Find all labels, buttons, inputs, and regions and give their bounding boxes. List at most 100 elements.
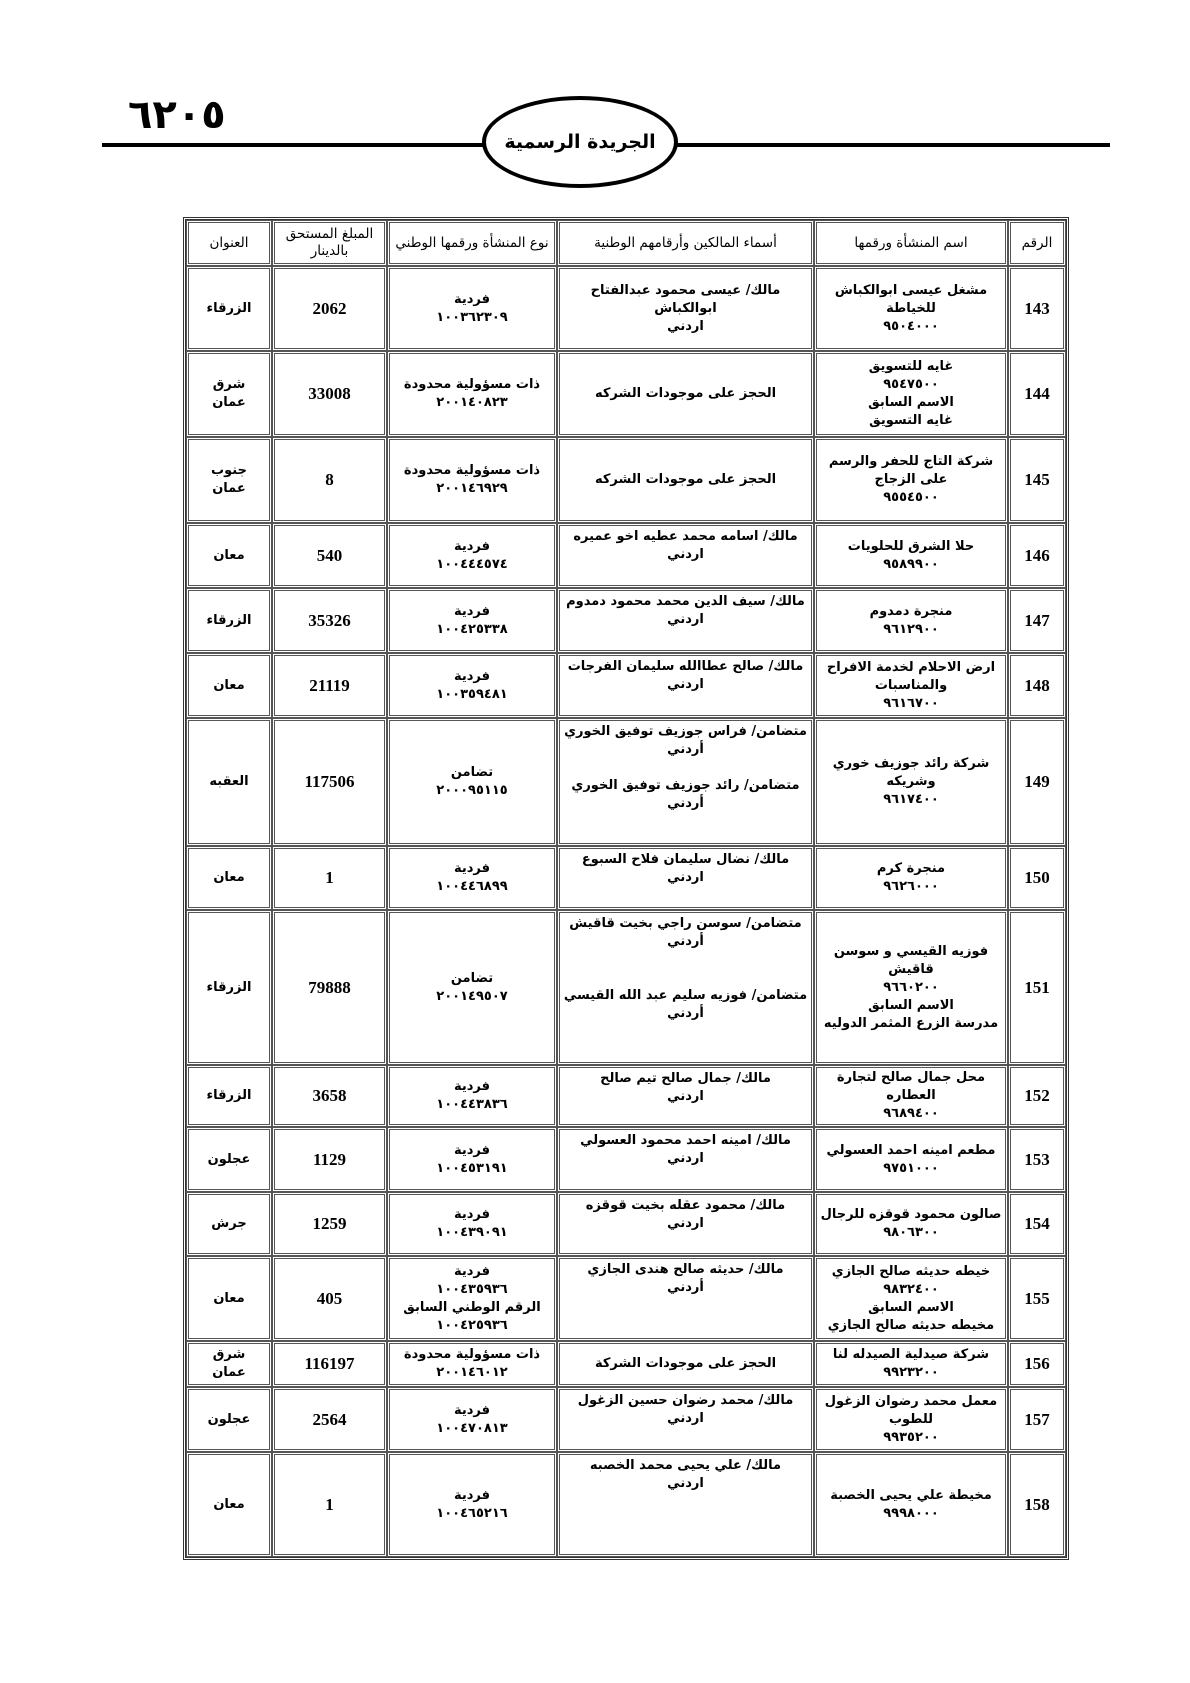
establishment-name: منجرة دمدوم ٩٦١٢٩٠٠: [814, 588, 1008, 653]
address: جنوب عمان: [186, 437, 272, 523]
address-line: شرق: [212, 1347, 246, 1362]
establishment-type-line: ١٠٠٤٥٣١٩١: [436, 1160, 508, 1176]
row-number: 143: [1008, 266, 1066, 351]
establishment-type-line: فردية: [453, 861, 491, 876]
establishment-type-line: ١٠٠٤٣٥٩٣٦: [436, 1281, 508, 1297]
establishment-type-line: ١٠٠٤٤٤٥٧٤: [436, 556, 508, 572]
amount-due: 1259: [272, 1192, 387, 1256]
amount-due: 405: [272, 1256, 387, 1341]
establishment-name-line: ارض الاحلام لخدمة الافراح: [826, 659, 996, 675]
address-line: جنوب: [211, 463, 247, 478]
table-row: 145 شركة التاج للحفر والرسم على الزجاج ٩٥٥٤…: [186, 437, 1066, 523]
col-header-type: نوع المنشأة ورقمها الوطني: [387, 220, 557, 266]
establishment-name-line: معمل محمد رضوان الزغول: [824, 1393, 998, 1409]
establishment-name-line: ٩٦٦٠٢٠٠: [883, 979, 939, 995]
owners: الحجز على موجودات الشركه: [557, 437, 814, 523]
establishment-name-line: والمناسبات: [874, 677, 948, 693]
establishment-type-line: ذات مسؤولية محدودة: [403, 377, 541, 392]
establishment-type: فردية ١٠٠٤٤٤٥٧٤: [387, 523, 557, 588]
establishment-type-line: ١٠٠٤٤٦٨٩٩: [436, 879, 508, 894]
row-number: 155: [1008, 1256, 1066, 1341]
establishment-name-line: منجرة كرم: [876, 861, 946, 876]
establishment-name: شركة رائد جوزيف خوري وشريكه ٩٦١٧٤٠٠: [814, 718, 1008, 846]
owners-line: أردني: [667, 1280, 704, 1295]
address: معان: [186, 1256, 272, 1341]
row-number: 156: [1008, 1341, 1066, 1387]
owners-line: مالك/ اسامه محمد عطيه اخو عميره: [573, 529, 798, 544]
establishment-name-line: منجرة دمدوم: [869, 603, 953, 619]
establishments-table: الرقم اسم المنشأة ورقمها أسماء المالكين …: [183, 217, 1069, 1560]
address-line: جرش: [211, 1216, 247, 1231]
establishment-name: مخيطة علي يحيى الخصبة ٩٩٩٨٠٠٠: [814, 1452, 1008, 1557]
amount-due: 33008: [272, 351, 387, 437]
owners-line: متضامن/ فراس جوزيف توفيق الخوري: [564, 724, 807, 739]
establishment-name-line: شركة صيدلية الصيدله لنا: [832, 1347, 990, 1362]
establishment-name-line: ٩٩٢٣٢٠٠: [883, 1365, 939, 1380]
owners-line: اردني: [667, 870, 704, 885]
owners-line: اردني: [667, 318, 704, 334]
owners-line: الحجز على موجودات الشركه: [594, 386, 777, 401]
establishment-name: خيطه حديثه صالح الجازي ٩٨٣٢٤٠٠ الاسم الساب…: [814, 1256, 1008, 1341]
table-row: 148 ارض الاحلام لخدمة الافراح والمناسبات ٩٦…: [186, 653, 1066, 718]
owners-line: أردني: [667, 934, 704, 949]
establishment-name-line: ٩٨٠٦٣٠٠: [883, 1225, 939, 1240]
owners: مالك/ جمال صالح تيم صالح اردني: [557, 1065, 814, 1127]
owners: مالك/ حديثه صالح هندى الجازي أردني: [557, 1256, 814, 1341]
owners-line: اردني: [667, 612, 704, 627]
owners-line: مالك/ سيف الدين محمد محمود دمدوم: [566, 594, 805, 609]
address: الزرقاء: [186, 1065, 272, 1127]
address: معان: [186, 1452, 272, 1557]
establishment-type-line: ٢٠٠١٤٦٠١٢: [436, 1365, 508, 1380]
owners: الحجز على موجودات الشركة: [557, 1341, 814, 1387]
address-line: عجلون: [207, 1411, 251, 1427]
establishment-name-line: ٩٦١٦٧٠٠: [883, 695, 939, 711]
owners-line: اردني: [667, 1476, 704, 1491]
owners-line: أردني: [667, 796, 704, 811]
establishment-name-line: ٩٧٥١٠٠٠: [883, 1160, 939, 1176]
address-line: عمان: [212, 481, 246, 496]
owners: مالك/ محمود عقله بخيت قوقزه اردني: [557, 1192, 814, 1256]
address: الزرقاء: [186, 910, 272, 1065]
amount-due: 79888: [272, 910, 387, 1065]
owners-line: مالك/ امينه احمد محمود العسولي: [580, 1133, 791, 1148]
amount-due: 21119: [272, 653, 387, 718]
establishment-name-line: ٩٥٤٧٥٠٠: [883, 377, 939, 392]
owners-line: اردني: [667, 1216, 704, 1231]
establishment-name-line: مخيطة علي يحيى الخصبة: [830, 1487, 992, 1503]
establishment-type-line: فردية: [453, 603, 491, 619]
amount-due: 1: [272, 1452, 387, 1557]
establishment-name: مشغل عيسى ابوالكباش للخياطة ٩٥٠٤٠٠٠: [814, 266, 1008, 351]
owners-line: اردني: [667, 677, 704, 692]
establishment-type: فردية ١٠٠٤٥٣١٩١: [387, 1127, 557, 1192]
owners-line: مالك/ علي يحيى محمد الخصبه: [589, 1458, 782, 1473]
establishment-type-line: فردية: [453, 538, 491, 554]
table-row: 152 محل جمال صالح لتجارة العطاره ٩٦٨٩٤٠٠ مال…: [186, 1065, 1066, 1127]
table-row: 151 فوزيه القيسي و سوسن قاقيش ٩٦٦٠٢٠٠ الاسم …: [186, 910, 1066, 1065]
address: العقبه: [186, 718, 272, 846]
address: الزرقاء: [186, 588, 272, 653]
address: معان: [186, 653, 272, 718]
establishment-type-line: ١٠٠٣٥٩٤٨١: [436, 686, 508, 702]
row-number: 145: [1008, 437, 1066, 523]
establishment-type-line: فردية: [453, 1402, 491, 1418]
establishment-name-line: للطوب: [888, 1411, 934, 1427]
establishment-type-line: ١٠٠٣٦٢٣٠٩: [436, 309, 508, 325]
address-line: الزرقاء: [206, 300, 252, 316]
establishment-name-line: ٩٥٠٤٠٠٠: [883, 318, 939, 334]
amount-due: 2062: [272, 266, 387, 351]
establishment-name: غايه للتسويق ٩٥٤٧٥٠٠ الاسم السابق غايه التس…: [814, 351, 1008, 437]
establishment-type-line: ذات مسؤولية محدودة: [403, 463, 541, 478]
owners: مالك/ نضال سليمان فلاح السبوع اردني: [557, 846, 814, 910]
establishment-name: فوزيه القيسي و سوسن قاقيش ٩٦٦٠٢٠٠ الاسم الس…: [814, 910, 1008, 1065]
owners-line: الحجز على موجودات الشركه: [594, 472, 777, 487]
establishment-name: شركة التاج للحفر والرسم على الزجاج ٩٥٥٤٥٠٠: [814, 437, 1008, 523]
establishment-name-line: ٩٦٢٦٠٠٠: [883, 879, 939, 894]
establishment-name-line: للخياطة: [886, 300, 936, 316]
row-number: 154: [1008, 1192, 1066, 1256]
row-number: 150: [1008, 846, 1066, 910]
address-line: شرق: [212, 377, 246, 392]
address-line: الزرقاء: [206, 1088, 252, 1103]
row-number: 148: [1008, 653, 1066, 718]
establishment-name-line: شركة رائد جوزيف خوري: [832, 756, 990, 771]
address: شرق عمان: [186, 351, 272, 437]
